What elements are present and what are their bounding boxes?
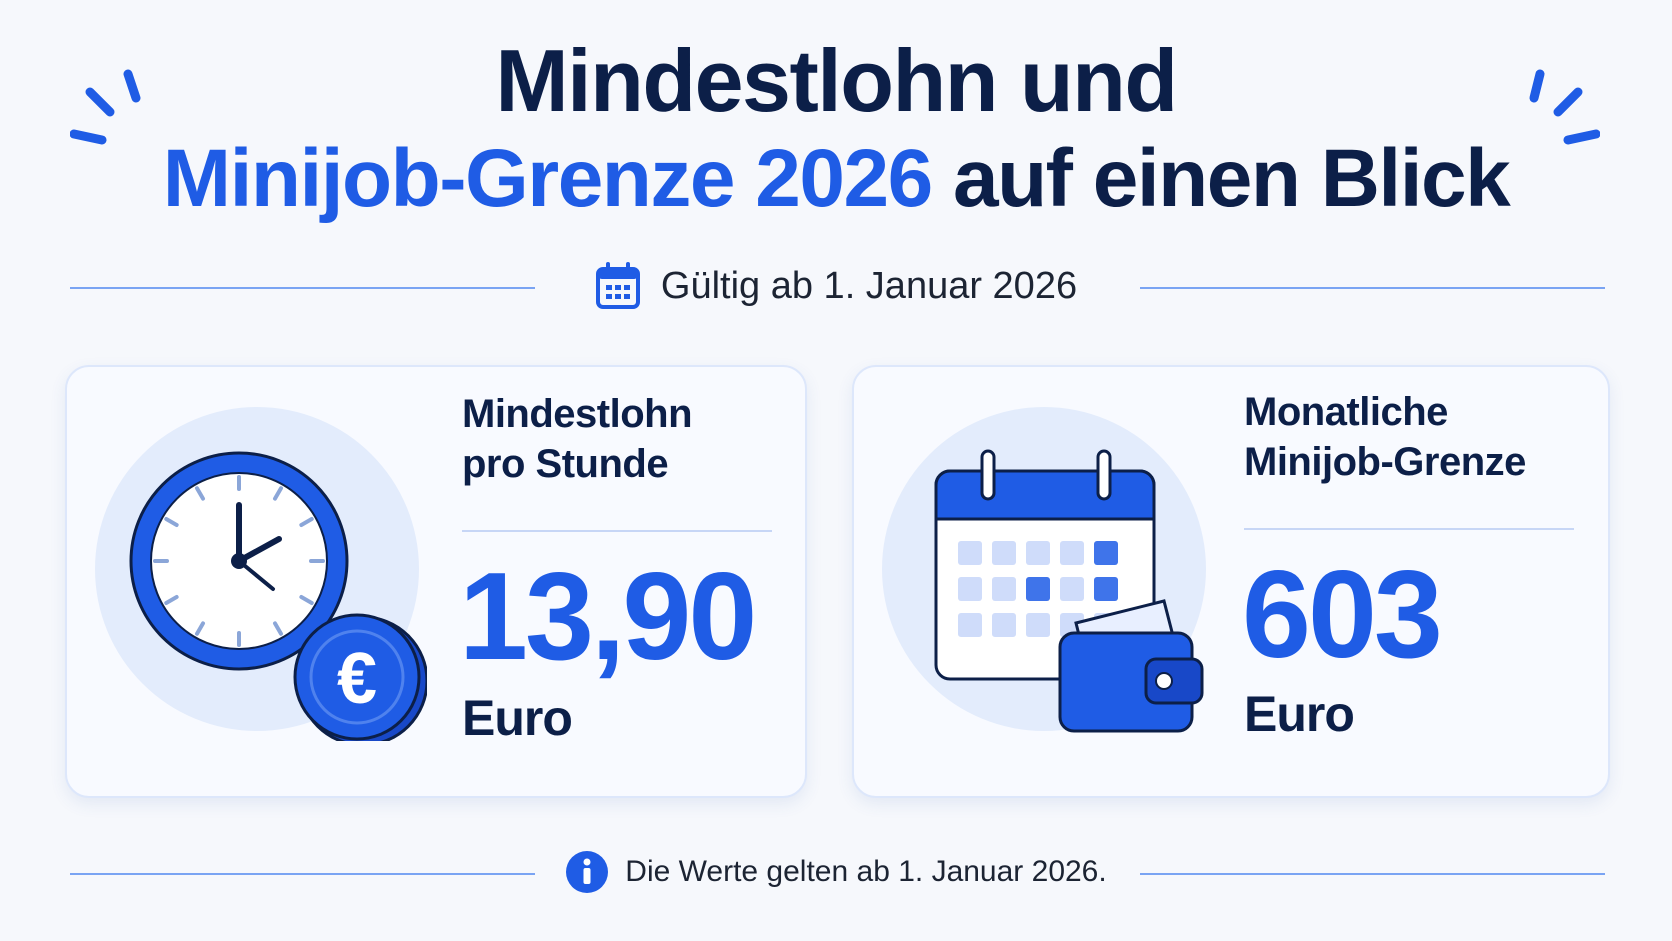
calendar-cell (1026, 541, 1050, 565)
calendar-cell (992, 613, 1016, 637)
min-wage-label-line2: pro Stunde (462, 442, 669, 486)
calendar-cell (1060, 577, 1084, 601)
calendar-cell (1094, 541, 1118, 565)
footer-note: Die Werte gelten ab 1. Januar 2026. (0, 850, 1672, 894)
sparkle-lines-left-icon (70, 69, 141, 145)
subtitle-rule-right (1140, 287, 1605, 289)
minijob-value: 603 (1242, 546, 1443, 684)
calendar-cell (958, 613, 982, 637)
calendar-cell (1060, 541, 1084, 565)
calendar-cell (992, 541, 1016, 565)
clock-tick (273, 486, 283, 501)
min-wage-value: 13,90 (459, 548, 757, 686)
clock-tick (164, 595, 179, 605)
validity-text: Gültig ab 1. Januar 2026 (660, 264, 1078, 307)
calendar-cell (958, 541, 982, 565)
minijob-divider (1244, 528, 1574, 530)
min-wage-divider (462, 530, 772, 532)
footer-text: Die Werte gelten ab 1. Januar 2026. (625, 855, 1107, 888)
minijob-label-line2: Minijob-Grenze (1244, 440, 1526, 484)
calendar-cell (1094, 577, 1118, 601)
footer-rule-right (1140, 873, 1605, 875)
min-wage-label: Mindestlohn pro Stunde (462, 389, 693, 489)
sparkle-lines-right-icon (1529, 69, 1600, 145)
page-title-accent: Minijob-Grenze 2026 (162, 133, 933, 224)
clock-tick (164, 517, 179, 527)
minijob-label-line1: Monatliche (1244, 390, 1448, 434)
clock-tick (273, 621, 283, 636)
minijob-card: Monatliche Minijob-Grenze 603 Euro (852, 365, 1610, 798)
clock-tick (195, 486, 205, 501)
page-title-rest: auf einen Blick (931, 133, 1511, 224)
svg-text:€: € (337, 639, 377, 719)
calendar-cell (992, 577, 1016, 601)
clock-tick (299, 595, 314, 605)
calendar-cell (1026, 577, 1050, 601)
page-title-line1: Mindestlohn und (495, 31, 1178, 130)
min-wage-unit: Euro (462, 690, 573, 746)
clock-euro-coin-icon: € (95, 407, 427, 741)
clock-tick (299, 517, 314, 527)
calendar-icon (595, 262, 640, 309)
minijob-label: Monatliche Minijob-Grenze (1244, 387, 1526, 487)
calendar-wallet-icon (882, 407, 1206, 733)
clock-tick (195, 621, 205, 636)
min-wage-card: € Mindestlohn pro Stunde 13,90 Euro (65, 365, 807, 798)
calendar-cell (1026, 613, 1050, 637)
page-title-line2: Minijob-Grenze 2026 auf einen Blick (0, 132, 1672, 226)
footer-rule-left (70, 873, 535, 875)
minijob-unit: Euro (1244, 686, 1355, 742)
min-wage-label-line1: Mindestlohn (462, 392, 693, 436)
info-icon (566, 851, 609, 893)
subtitle-rule-left (70, 287, 535, 289)
validity-subtitle: Gültig ab 1. Januar 2026 (0, 262, 1672, 310)
calendar-cell (958, 577, 982, 601)
